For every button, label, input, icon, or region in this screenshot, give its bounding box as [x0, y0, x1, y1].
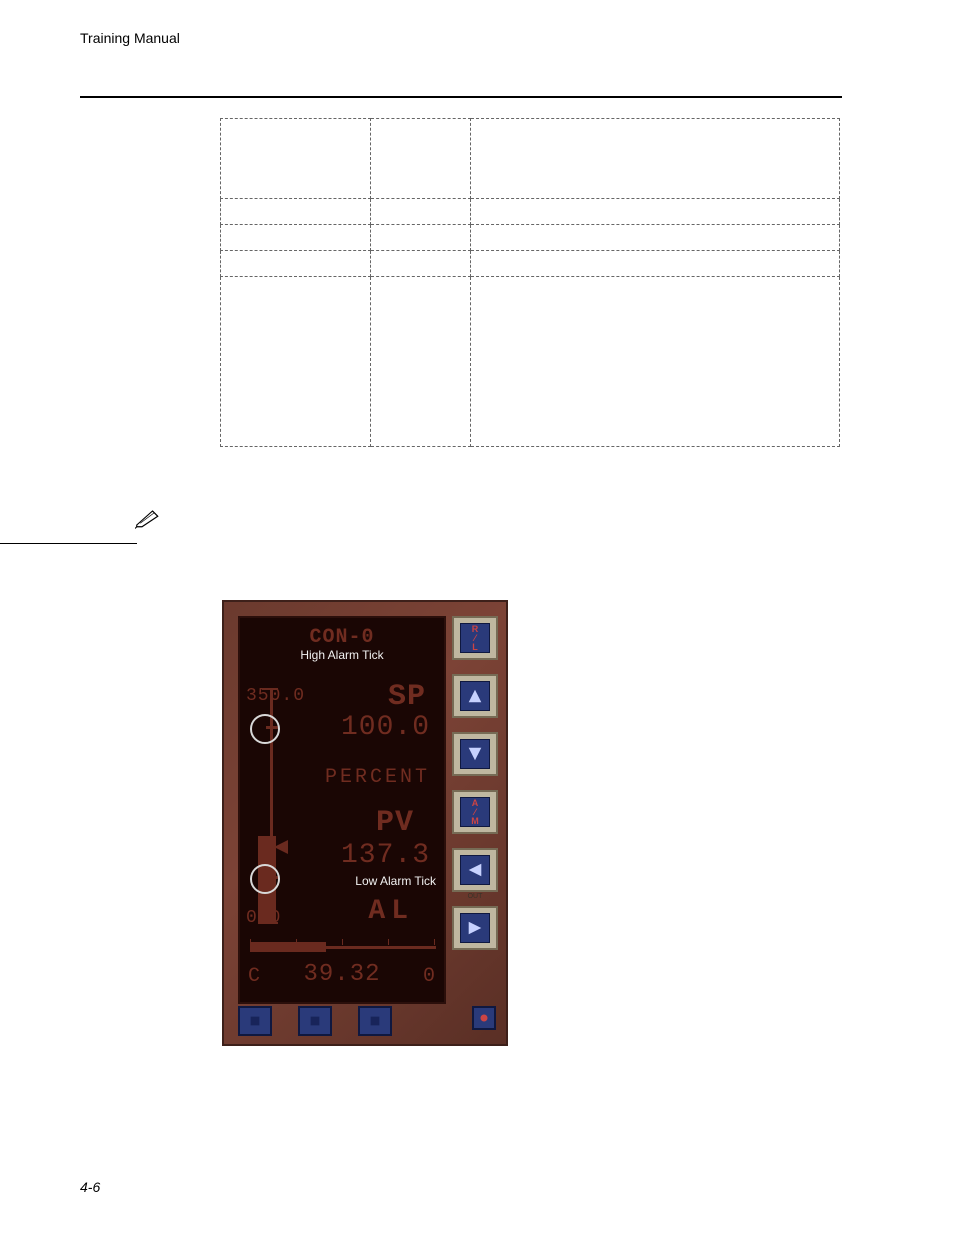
table-row — [221, 225, 840, 251]
parameter-table — [220, 118, 840, 447]
scale-top-tick — [262, 688, 278, 690]
table-cell — [221, 277, 371, 447]
out-left-button[interactable]: OUT — [452, 848, 498, 892]
table-cell — [370, 277, 470, 447]
scale-bot-tick — [262, 922, 278, 924]
sp-value: 100.0 — [341, 712, 430, 743]
alarm-label: AL — [368, 896, 414, 927]
high-alarm-label: High Alarm Tick — [240, 648, 444, 662]
output-value: 39.32 — [240, 961, 444, 988]
table-row — [221, 199, 840, 225]
out-mode-right: 0 — [423, 965, 436, 988]
table-cell — [470, 119, 839, 199]
table-cell — [221, 225, 371, 251]
callout-high — [250, 714, 280, 744]
table-row — [221, 251, 840, 277]
note-rule — [0, 543, 137, 544]
eng-units: PERCENT — [325, 766, 430, 789]
rl-mode-button[interactable]: R⁄L — [452, 616, 498, 660]
sp-down-button[interactable] — [452, 732, 498, 776]
device-frame: CON-0 High Alarm Tick 350.0 0.0 SP 100.0… — [222, 600, 508, 1046]
output-bar-fill — [250, 942, 326, 952]
low-alarm-label: Low Alarm Tick — [355, 874, 436, 888]
page-header: Training Manual — [80, 30, 842, 46]
table-cell — [470, 199, 839, 225]
page-number: 4-6 — [80, 1179, 100, 1195]
button-sublabel: OUT — [454, 893, 496, 900]
table-cell — [370, 225, 470, 251]
table-cell — [221, 119, 371, 199]
soft-3-button[interactable] — [358, 1006, 392, 1036]
callout-low — [250, 864, 280, 894]
controller-faceplate: CON-0 High Alarm Tick 350.0 0.0 SP 100.0… — [222, 600, 508, 1046]
table-row — [221, 277, 840, 447]
table-cell — [470, 251, 839, 277]
pencil-icon — [135, 507, 163, 529]
pv-label: PV — [376, 806, 414, 840]
table-cell — [370, 119, 470, 199]
soft-2-button[interactable] — [298, 1006, 332, 1036]
out-right-button[interactable] — [452, 906, 498, 950]
sp-label: SP — [388, 680, 426, 714]
table-cell — [470, 225, 839, 251]
loop-tag: CON-0 — [240, 626, 444, 649]
table-cell — [470, 277, 839, 447]
auto-manual-button[interactable]: A⁄M — [452, 790, 498, 834]
menu-dot-button[interactable] — [472, 1006, 496, 1030]
table-cell — [370, 199, 470, 225]
table-row — [221, 119, 840, 199]
table-cell — [221, 251, 371, 277]
sp-pointer — [274, 840, 290, 861]
soft-1-button[interactable] — [238, 1006, 272, 1036]
pv-value: 137.3 — [341, 840, 430, 871]
table-cell — [370, 251, 470, 277]
table-cell — [221, 199, 371, 225]
sp-up-button[interactable] — [452, 674, 498, 718]
output-bar-track — [250, 942, 436, 956]
device-screen: CON-0 High Alarm Tick 350.0 0.0 SP 100.0… — [238, 616, 446, 1004]
header-rule — [80, 96, 842, 98]
